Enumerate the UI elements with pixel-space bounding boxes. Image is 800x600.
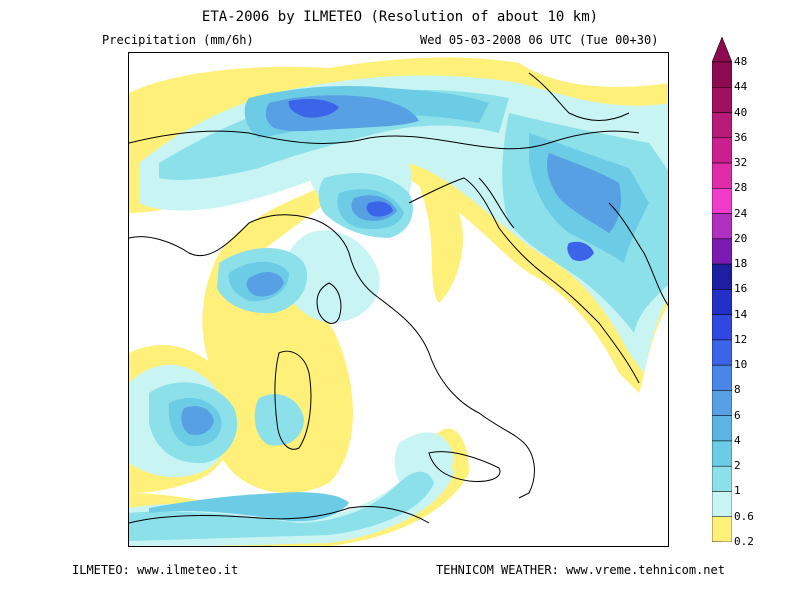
legend-swatch: [712, 188, 732, 214]
legend-label: 32: [734, 156, 748, 170]
legend-label: 48: [734, 55, 748, 68]
legend-blocks: [712, 61, 732, 542]
map-graphics: [129, 57, 668, 546]
legend-swatch: [712, 87, 732, 113]
legend-swatch: [712, 289, 732, 315]
legend-label: 16: [734, 282, 748, 296]
precipitation-map: [128, 52, 669, 547]
legend-label: 1: [734, 484, 741, 498]
legend-swatch: [712, 263, 732, 290]
legend-label: 44: [734, 80, 748, 94]
forecast-timestamp: Wed 05-03-2008 06 UTC (Tue 00+30): [420, 33, 659, 47]
legend-label: 40: [734, 105, 748, 119]
legend-swatch: [712, 516, 732, 542]
legend-top-triangle: [712, 37, 732, 63]
legend-swatch: [712, 61, 732, 88]
variable-label: Precipitation (mm/6h): [102, 33, 254, 47]
legend-label: 2: [734, 459, 741, 473]
coastlines: [129, 72, 668, 524]
chart-title: ETA-2006 by ILMETEO (Resolution of about…: [201, 9, 599, 25]
legend-label: 0.2: [734, 535, 754, 548]
legend-swatch: [712, 162, 732, 189]
legend-label: 10: [734, 358, 748, 372]
footer-source-tehnicom: TEHNICOM WEATHER: www.vreme.tehnicom.net: [436, 563, 725, 577]
legend-swatch: [712, 415, 732, 442]
legend-swatch: [712, 491, 732, 517]
legend-label: 18: [734, 257, 748, 271]
color-scale-bar: [712, 37, 732, 542]
legend-swatch: [712, 238, 732, 265]
legend-swatch: [712, 213, 732, 240]
legend-swatch: [712, 112, 732, 139]
legend-swatch: [712, 440, 732, 467]
legend-label: 6: [734, 408, 741, 422]
legend-label: 28: [734, 181, 748, 195]
legend-label: 8: [734, 383, 741, 397]
legend-swatch: [712, 465, 732, 492]
legend-swatch: [712, 339, 732, 366]
legend-label: 20: [734, 231, 748, 245]
precip-layer-blue-dark: [288, 99, 594, 261]
legend-label: 24: [734, 206, 748, 220]
legend-label: 14: [734, 307, 748, 321]
legend-label: 0.6: [734, 509, 754, 523]
legend-swatch: [712, 390, 732, 416]
legend-swatch: [712, 364, 732, 391]
legend-label: 4: [734, 433, 741, 447]
legend-swatch: [712, 137, 732, 164]
legend-label: 36: [734, 130, 748, 144]
footer-source-ilmeteo: ILMETEO: www.ilmeteo.it: [72, 563, 239, 577]
legend-swatch: [712, 314, 732, 341]
legend-label: 12: [734, 332, 748, 346]
